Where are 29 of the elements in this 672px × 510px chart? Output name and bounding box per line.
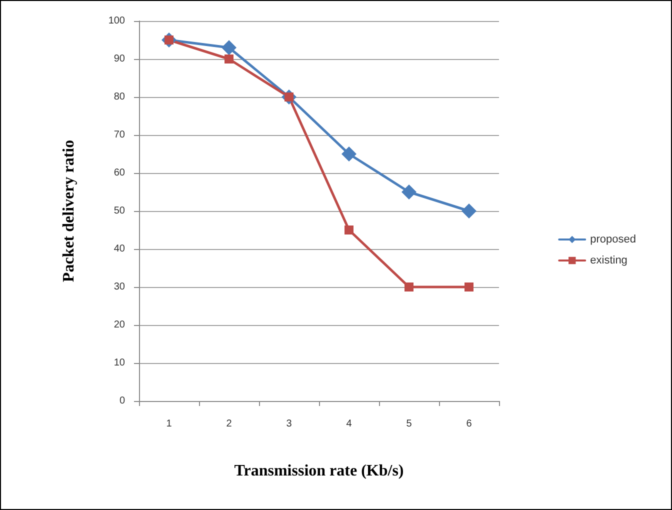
- y-tick-label: 0: [119, 396, 126, 406]
- y-axis-title: Packet delivery ratio: [60, 140, 78, 282]
- y-tick-label: 100: [108, 16, 126, 26]
- x-tick-label: 2: [226, 418, 232, 430]
- x-tick-label: 6: [466, 418, 472, 430]
- point: [342, 146, 356, 162]
- y-tick-label: 40: [114, 244, 126, 254]
- y-tick-label: 80: [114, 92, 126, 102]
- y-tick-label: 10: [114, 358, 126, 368]
- y-tick-label: 20: [114, 320, 126, 330]
- legend-label: proposed: [590, 234, 636, 246]
- legend-label: existing: [590, 254, 628, 266]
- point: [462, 204, 476, 218]
- point: [402, 184, 416, 200]
- point: [224, 54, 234, 64]
- y-tick-label: 50: [114, 206, 126, 216]
- x-tick-label: 4: [346, 418, 352, 430]
- y-tick-label: 90: [114, 54, 126, 64]
- point: [404, 282, 414, 292]
- x-tick-label: 1: [166, 418, 172, 430]
- y-tick-label: 30: [114, 282, 126, 292]
- x-axis-title: Transmission rate (Kb/s): [234, 462, 404, 480]
- x-tick-label: 5: [406, 418, 412, 430]
- point: [222, 40, 236, 56]
- point: [344, 226, 354, 234]
- x-tick-label: 3: [286, 418, 292, 430]
- y-tick-label: 60: [114, 168, 126, 178]
- point: [464, 282, 474, 292]
- y-tick-label: 70: [114, 130, 126, 140]
